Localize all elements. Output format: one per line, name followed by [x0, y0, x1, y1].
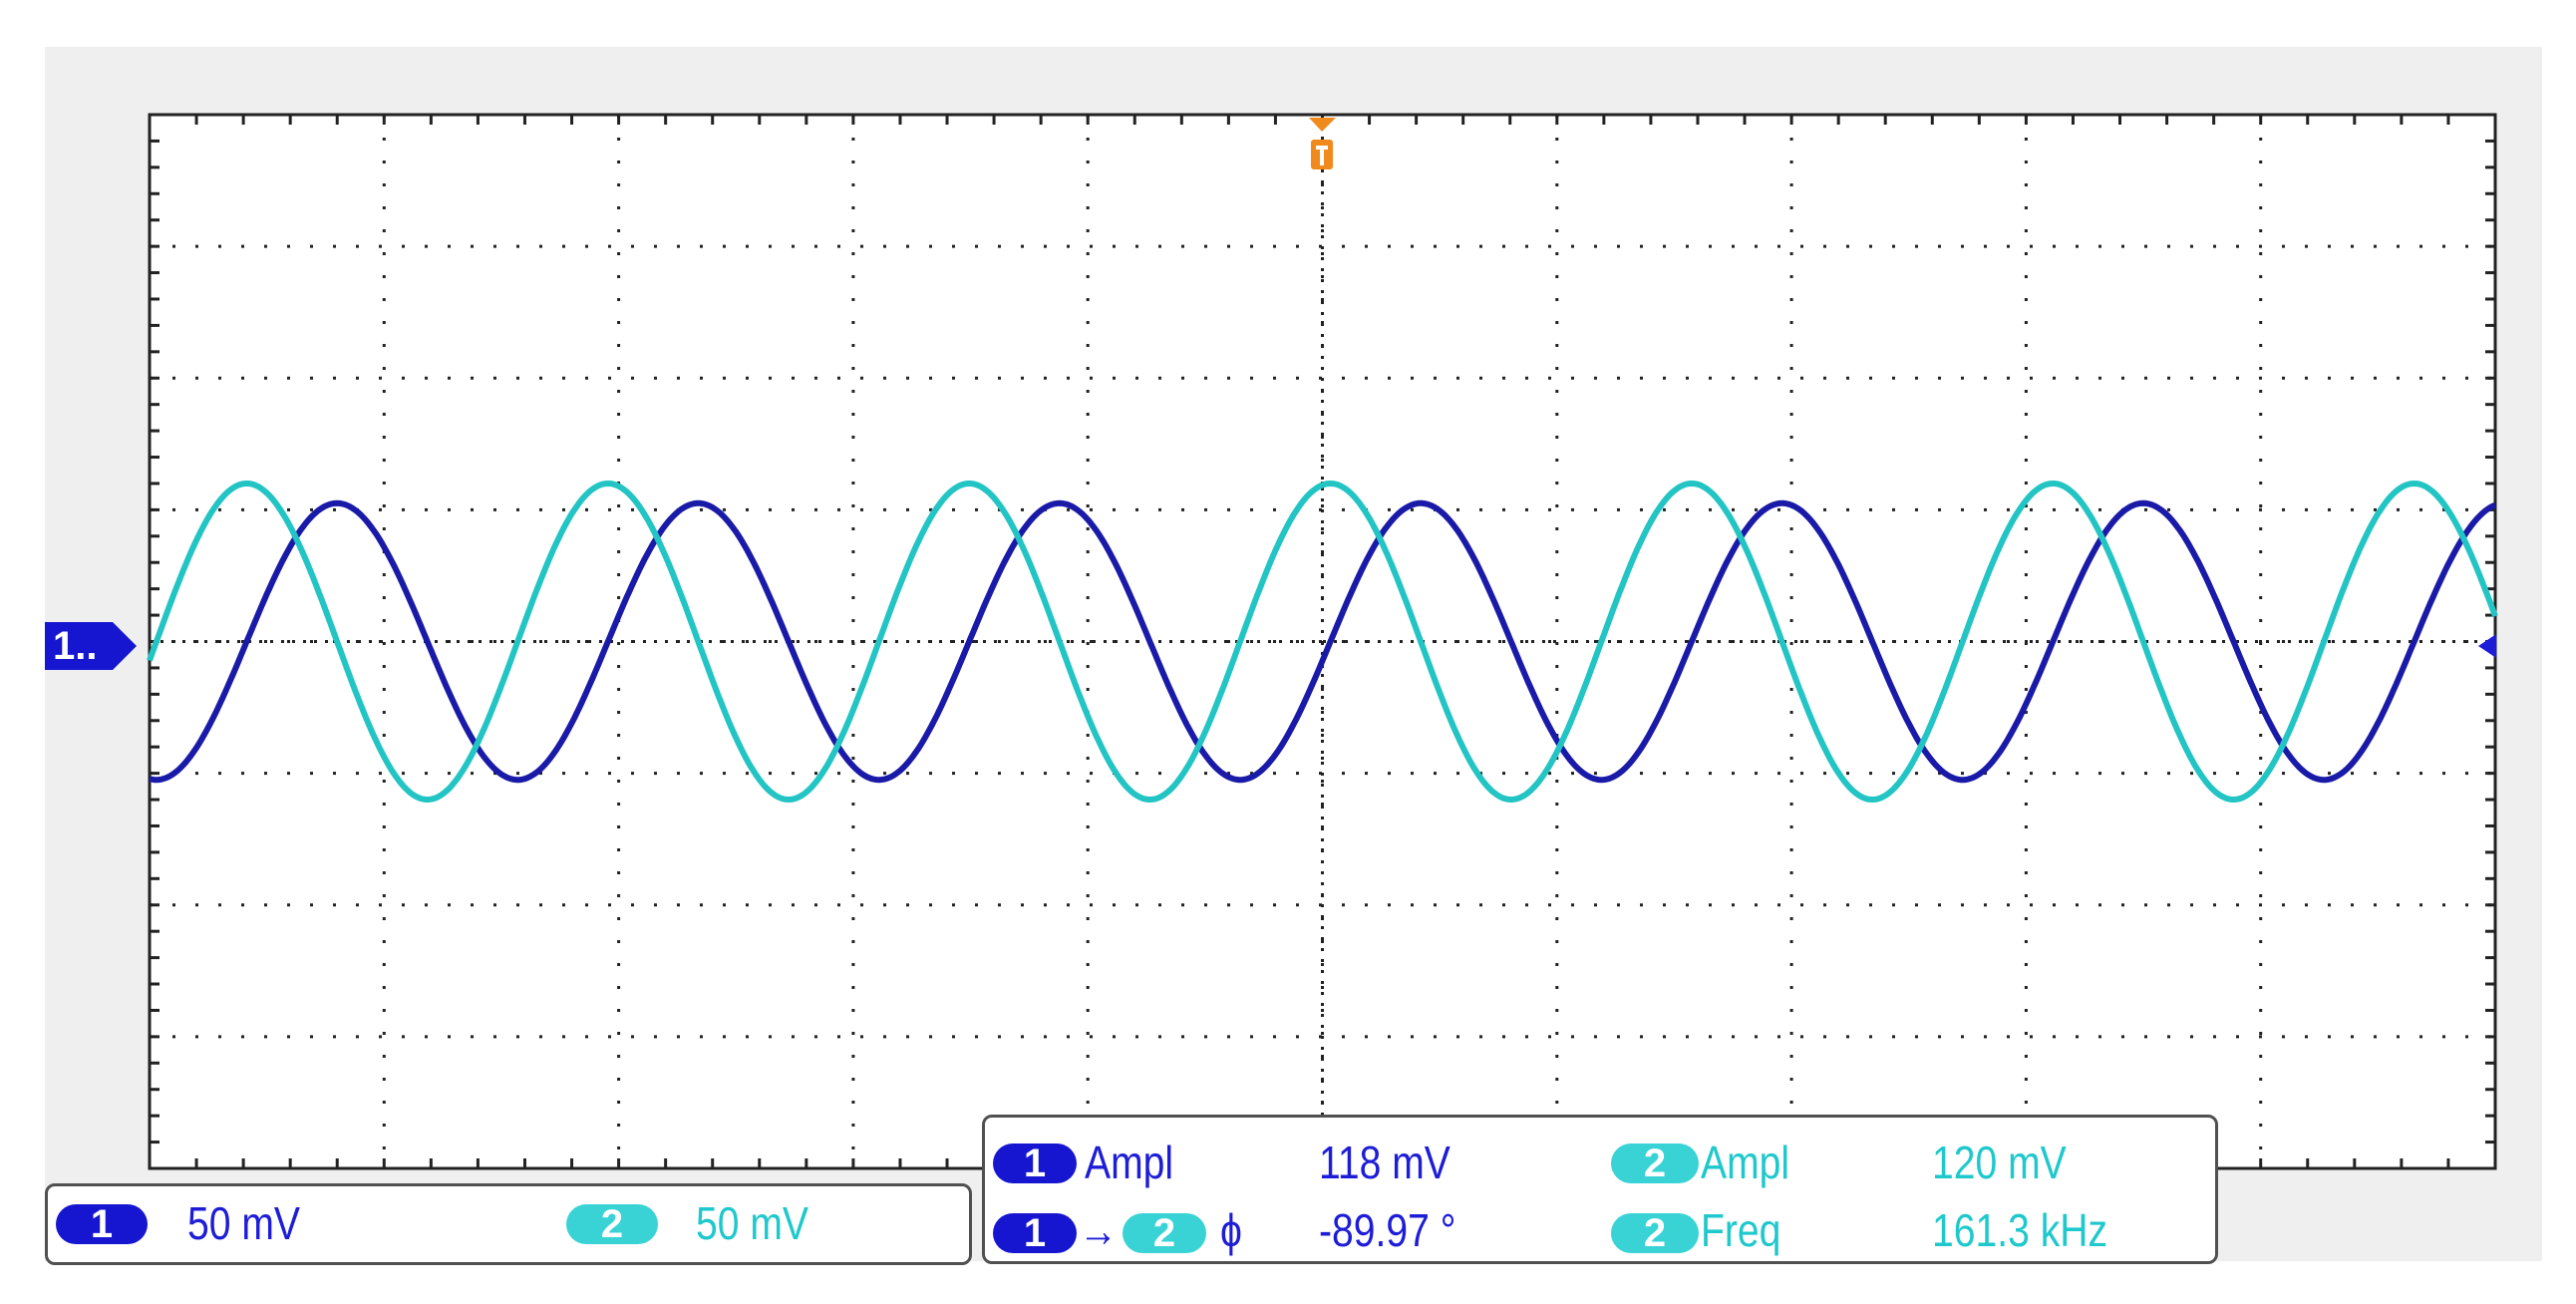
meas4-value: 161.3 kHz — [1932, 1204, 2108, 1256]
ch2-scale[interactable]: 50 mV — [696, 1197, 809, 1249]
ch1-ground-marker[interactable]: 1.. — [45, 622, 137, 670]
meas4-label: Freq — [1701, 1204, 1781, 1256]
meas1-label: Ampl — [1085, 1137, 1174, 1188]
meas2-value: 120 mV — [1932, 1137, 2067, 1188]
phase-symbol: ϕ — [1220, 1204, 1242, 1256]
ch1-marker-label: 1.. — [53, 624, 98, 668]
meas2-ch2-badge: 2 — [1611, 1143, 1699, 1183]
trace-channel-1 — [149, 499, 2497, 784]
meas3-value: -89.97 ° — [1319, 1204, 1456, 1256]
graticule — [148, 113, 2497, 1170]
ch1-scale[interactable]: 50 mV — [187, 1197, 301, 1249]
meas4-ch2-badge: 2 — [1611, 1213, 1699, 1253]
meas3-ch2-badge: 2 — [1123, 1213, 1206, 1253]
channel-scale-box: 1 50 mV 2 50 mV — [45, 1183, 972, 1265]
phase-arrow-icon: → — [1079, 1204, 1119, 1256]
ch2-badge[interactable]: 2 — [566, 1204, 658, 1244]
meas1-ch1-badge: 1 — [993, 1143, 1077, 1183]
measurement-box: 1 Ampl 118 mV 2 Ampl 120 mV 1 → 2 ϕ -89.… — [982, 1115, 2218, 1264]
trigger-t-icon[interactable] — [1309, 118, 1336, 169]
meas2-label: Ampl — [1701, 1137, 1790, 1188]
meas1-value: 118 mV — [1319, 1137, 1450, 1188]
traces — [147, 480, 2498, 804]
meas3-ch1-badge: 1 — [993, 1213, 1077, 1253]
trace-channel-2 — [147, 480, 2498, 804]
ch1-badge[interactable]: 1 — [56, 1204, 148, 1244]
ground-arrow-icon[interactable] — [2478, 634, 2496, 658]
